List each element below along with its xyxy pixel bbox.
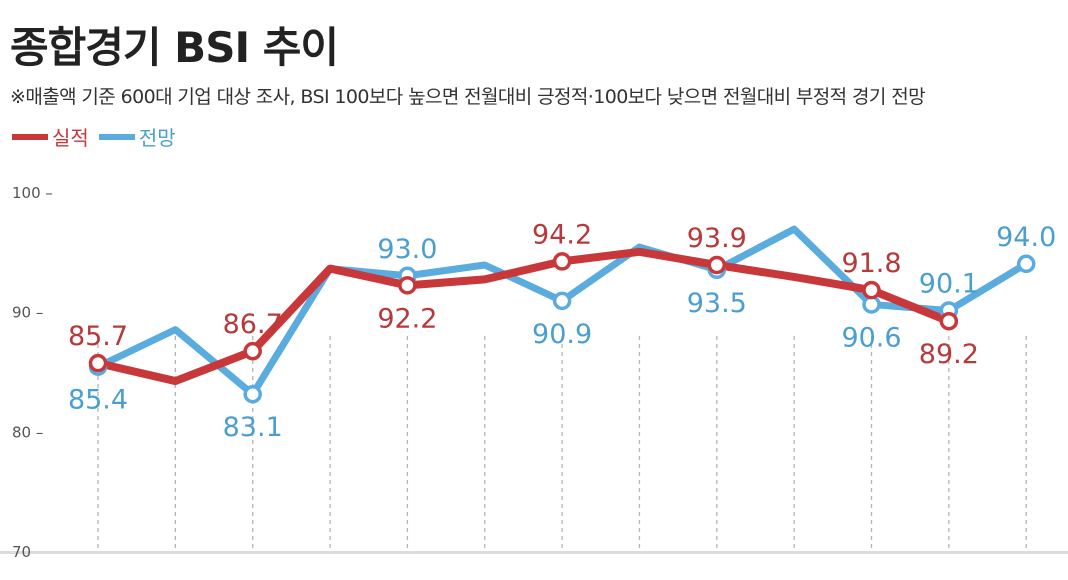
data-label-layer: 85.4 83.1 93.0 90.9 93.5 90.6 90.1 94.0 85.7 86.7… [68,219,1056,443]
data-point-actual [552,252,572,271]
x-axis-baseline [0,551,1068,554]
data-label-outlook: 83.1 [223,412,283,443]
data-point-actual [88,353,108,373]
data-point-outlook [243,384,262,404]
chart-title: 종합경기 BSI 추이 [10,23,339,72]
legend-item-actual: 실적 [12,122,89,151]
data-label-outlook: 85.4 [68,385,128,416]
data-label-actual: 94.2 [532,219,592,250]
data-point-outlook [552,291,572,311]
data-point-outlook [1016,254,1036,274]
y-tick-label: 80 – [12,423,43,441]
legend: 실적 전망 [12,122,186,151]
series-line-actual [94,247,953,386]
legend-swatch-actual [12,133,48,140]
legend-swatch-outlook [98,133,135,140]
data-point-actual [243,341,262,361]
y-tick-label: 70 [12,543,31,561]
legend-item-outlook: 전망 [98,122,176,151]
marker-layer [88,252,1036,404]
grid-layer [0,336,1068,554]
data-label-outlook: 93.5 [687,288,747,319]
data-label-actual: 85.7 [68,321,128,352]
data-label-actual: 91.8 [841,248,901,279]
legend-label-actual: 실적 [52,126,89,150]
data-point-actual [707,255,727,275]
data-label-actual: 86.7 [223,309,283,340]
data-point-actual [939,311,959,331]
data-point-actual [398,276,417,295]
data-label-outlook: 90.6 [841,322,901,353]
data-label-actual: 92.2 [377,303,437,334]
data-label-actual: 93.9 [687,223,747,254]
data-label-outlook: 93.0 [377,234,437,265]
legend-label-outlook: 전망 [138,126,176,150]
data-point-actual [862,280,881,300]
data-label-outlook: 94.0 [996,222,1056,253]
data-label-actual: 89.2 [919,339,979,370]
y-tick-label: 90 – [12,304,43,322]
data-label-outlook: 90.9 [532,319,592,350]
data-label-outlook: 90.1 [919,268,979,299]
y-tick-label: 100 – [12,184,53,202]
y-axis: 70 80 – 90 – 100 – [12,184,53,561]
chart-subtitle: ※매출액 기준 600대 기업 대상 조사, BSI 100보다 높으면 전월대… [10,86,926,108]
